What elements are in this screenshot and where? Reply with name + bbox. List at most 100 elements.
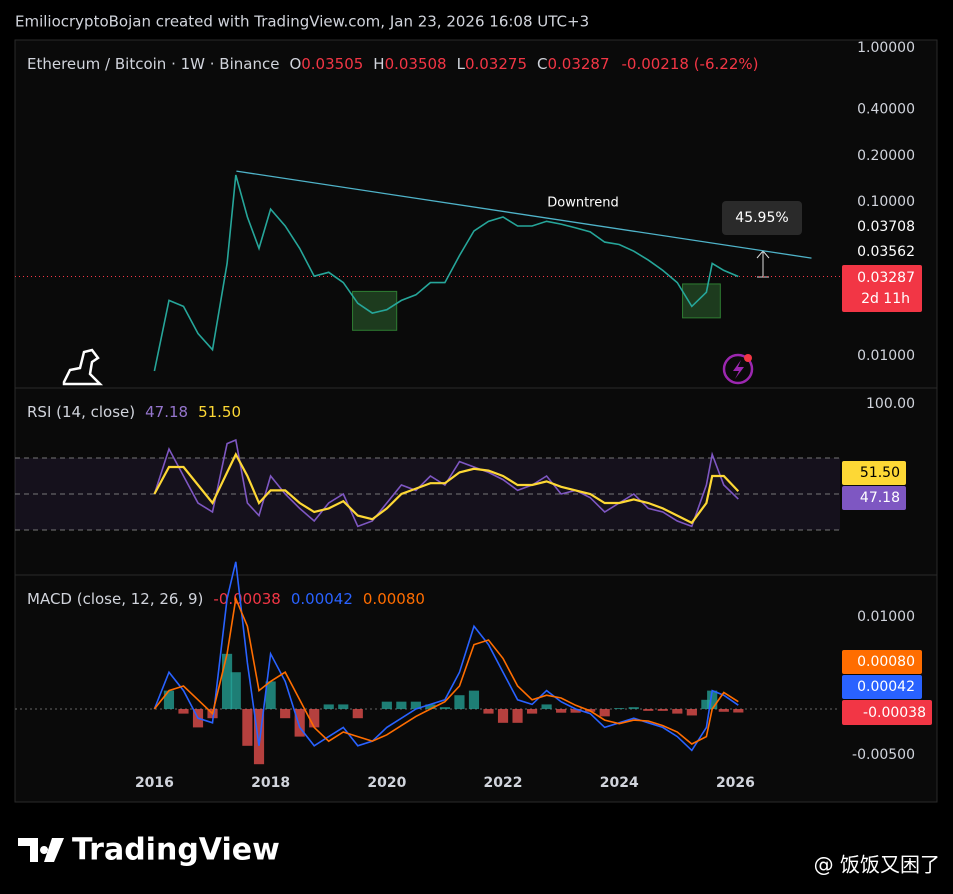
ohlc-value: 0.03508	[385, 55, 447, 73]
price-tag: 0.03562	[857, 244, 915, 260]
histogram-bar	[163, 690, 175, 710]
alert-icon	[722, 353, 754, 385]
y-tick-label: -0.00500	[852, 747, 915, 763]
ohlc-key: O	[289, 55, 301, 73]
histogram-bar	[599, 709, 610, 717]
rsi-title: RSI (14, close)	[27, 403, 135, 421]
histogram-bar	[294, 709, 305, 737]
histogram-bar	[483, 709, 494, 714]
y-tick-label: 0.10000	[857, 194, 915, 210]
y-tick-label: 100.00	[866, 396, 915, 412]
histogram-bar	[657, 709, 668, 711]
macd-tag: 0.00042	[857, 679, 915, 695]
histogram-bar	[352, 709, 363, 719]
hist-value: -0.00038	[213, 590, 280, 608]
histogram-bar	[280, 709, 291, 719]
countdown: 2d 11h	[861, 291, 910, 307]
histogram-bar	[439, 707, 451, 710]
histogram-bar	[556, 709, 567, 713]
histogram-bar	[410, 701, 421, 710]
histogram-bar	[242, 709, 253, 746]
histogram-bar	[526, 709, 538, 714]
histogram-bar	[541, 704, 552, 710]
rsi-legend: RSI (14, close) 47.18 51.50	[27, 403, 241, 421]
signal-value: 0.00080	[363, 590, 425, 608]
histogram-bar	[265, 681, 276, 710]
trendline-label: Downtrend	[547, 196, 618, 211]
macd-value: 0.00042	[291, 590, 353, 608]
y-tick-label: 1.00000	[857, 40, 915, 56]
logo-icon	[62, 348, 104, 386]
histogram-bar	[628, 707, 639, 710]
histogram-bar	[733, 709, 744, 713]
ohlc-key: H	[373, 55, 384, 73]
hist-tag: -0.00038	[863, 705, 926, 721]
watermark: @ 饭饭又困了	[814, 853, 940, 877]
histogram-bar	[718, 709, 729, 712]
x-tick-label: 2018	[251, 775, 290, 791]
trendline	[236, 170, 812, 259]
histogram-bar	[178, 709, 189, 714]
histogram-bar	[512, 709, 523, 723]
tag-box	[842, 486, 906, 510]
x-tick-label: 2016	[135, 775, 174, 791]
ohlc-value: 0.03275	[465, 55, 527, 73]
macd-title: MACD (close, 12, 26, 9)	[27, 590, 203, 608]
histogram-bar	[570, 709, 581, 713]
y-tick-label: 0.20000	[857, 148, 915, 164]
rsi-ma-value: 51.50	[198, 403, 241, 421]
last-price: 0.03287	[857, 270, 915, 286]
histogram-bar	[468, 690, 480, 710]
histogram-bar	[672, 709, 683, 714]
histogram-bar	[454, 695, 465, 710]
ohlc-key: C	[537, 55, 547, 73]
rsi-tag: 47.18	[860, 490, 900, 506]
rsi-ma-tag: 51.50	[860, 465, 900, 481]
tag-box	[842, 461, 906, 485]
y-tick-label: 0.01000	[857, 609, 915, 625]
histogram-bar	[253, 709, 265, 765]
tag-box	[842, 700, 932, 725]
y-tick-label: 0.40000	[857, 101, 915, 117]
ohlc-key: L	[457, 55, 466, 73]
change: -0.00218 (-6.22%)	[622, 55, 759, 73]
ohlc-value: 0.03287	[547, 55, 609, 73]
histogram-bar	[396, 701, 407, 710]
histogram-bar	[707, 690, 718, 710]
y-tick-label: 0.01000	[857, 348, 915, 364]
rsi-line	[153, 438, 739, 528]
symbol: Ethereum / Bitcoin · 1W · Binance	[27, 55, 279, 73]
x-tick-label: 2022	[484, 775, 523, 791]
histogram-bar	[230, 672, 241, 710]
measure-box	[722, 201, 802, 235]
alert-bolt	[733, 360, 744, 379]
brand: TradingView	[72, 833, 280, 868]
measure-label: 45.95%	[735, 210, 788, 226]
histogram-bar	[643, 709, 654, 711]
price-line	[153, 174, 739, 372]
price-legend: Ethereum / Bitcoin · 1W · Binance O0.0350…	[27, 55, 758, 73]
rsi-band	[15, 458, 840, 531]
tag-box	[842, 650, 922, 674]
price-tag: 0.03708	[857, 219, 915, 235]
last-price-box	[842, 265, 922, 312]
x-tick-label: 2020	[367, 775, 406, 791]
macd-line	[153, 561, 739, 752]
histogram-bar	[614, 708, 625, 710]
ohlc-value: 0.03505	[301, 55, 363, 73]
x-tick-label: 2024	[600, 775, 639, 791]
histogram-bar	[425, 704, 436, 710]
tag-box	[842, 675, 922, 699]
rsi-line	[153, 451, 740, 525]
histogram-bar	[497, 709, 509, 723]
alert-dot	[744, 354, 752, 362]
histogram-bar	[381, 701, 392, 710]
zone-box	[352, 290, 398, 331]
histogram-bar	[701, 699, 712, 710]
histogram-bar	[221, 653, 233, 710]
brand-logo	[18, 838, 64, 862]
chart-panel	[14, 39, 938, 803]
histogram-bar	[338, 704, 349, 710]
